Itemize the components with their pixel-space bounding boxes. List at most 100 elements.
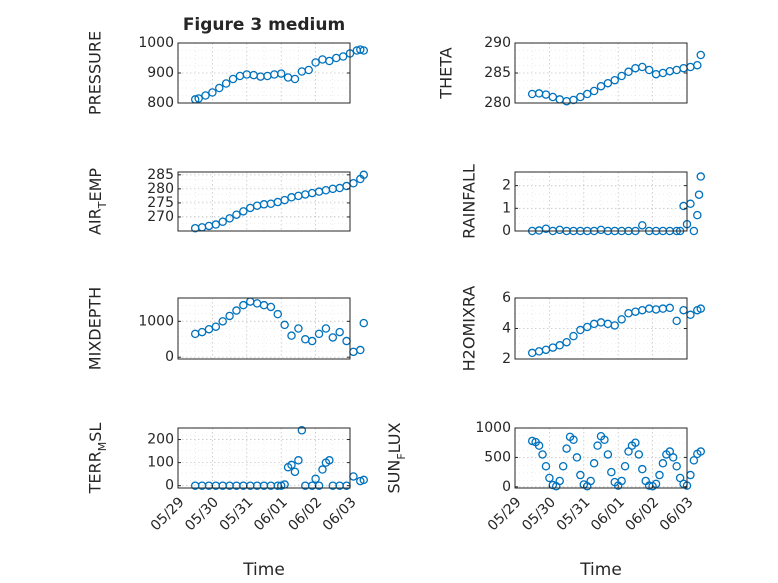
data-point [328, 333, 338, 342]
data-point [631, 438, 640, 447]
y-axis-label: RAINFALL [460, 164, 479, 239]
data-point [672, 316, 681, 326]
data-point [208, 88, 217, 97]
data-point [538, 450, 547, 459]
y-tick-label: 280 [147, 181, 174, 197]
data-point [232, 210, 241, 219]
data-point [644, 65, 654, 75]
y-tick-label: 1000 [138, 313, 174, 329]
data-point [638, 221, 647, 230]
data-point [211, 220, 221, 229]
data-point [600, 435, 609, 445]
data-point [266, 302, 276, 312]
data-point [221, 79, 231, 88]
data-point [311, 58, 320, 67]
data-point [311, 474, 320, 484]
data-point [696, 304, 706, 313]
y-axis-label: AIRTEMP [86, 168, 109, 235]
y-tick-label: 900 [147, 65, 174, 81]
data-point [287, 331, 296, 340]
data-point [359, 318, 369, 328]
plot-area [515, 298, 687, 359]
y-tick-label: 0 [165, 478, 174, 494]
data-point [541, 461, 551, 471]
axes-frame [177, 297, 351, 360]
y-tick-label: 0 [502, 479, 511, 495]
data-point [290, 74, 300, 84]
data-point [610, 321, 620, 330]
data-point [610, 75, 620, 85]
data-point [617, 476, 626, 486]
data-point [569, 95, 578, 105]
data-point [596, 81, 606, 91]
y-tick-label: 2 [502, 351, 511, 367]
data-point [569, 435, 578, 445]
data-point [338, 52, 348, 61]
y-tick-label: 290 [484, 35, 511, 51]
data-point [562, 444, 571, 453]
y-tick-label: 0 [165, 349, 174, 365]
data-point [620, 461, 630, 471]
data-point [545, 473, 554, 483]
data-point [638, 62, 647, 72]
data-point [225, 214, 234, 223]
data-point [534, 441, 544, 450]
data-point [589, 86, 599, 96]
axes-frame [514, 171, 688, 232]
data-point [576, 92, 585, 102]
y-axis-label: H2OMIXRA [460, 286, 479, 372]
y-tick-label: 500 [484, 449, 511, 465]
data-point [582, 322, 592, 332]
data-point [672, 461, 681, 471]
data-point [225, 311, 234, 321]
y-tick-label: 280 [484, 95, 511, 111]
data-point [218, 217, 227, 226]
data-point [359, 46, 369, 55]
y-axis-label: MIXDEPTH [86, 287, 105, 370]
data-point [194, 94, 203, 103]
data-point [593, 441, 602, 450]
x-axis-label: Time [579, 560, 622, 580]
data-point [651, 479, 661, 489]
data-point [696, 50, 706, 60]
y-axis-label: SUNFLUX [385, 422, 408, 493]
subplot-h2omixra: 2 4 6 H2OMIXRA [460, 286, 706, 372]
y-tick-label: 2 [502, 178, 511, 194]
data-point [589, 459, 599, 468]
data-point [555, 476, 564, 486]
data-point [318, 465, 327, 474]
data-point [356, 345, 365, 355]
data-point [294, 324, 303, 333]
data-point [232, 306, 241, 315]
y-tick-label: 1 [502, 200, 511, 216]
data-point [693, 210, 702, 220]
axes-frame [514, 427, 688, 489]
data-point [624, 67, 633, 77]
data-point [307, 336, 317, 346]
data-point [572, 453, 582, 462]
data-point [694, 190, 704, 199]
data-point [228, 74, 238, 84]
y-tick-label: 800 [147, 95, 174, 111]
y-tick-label: 6 [502, 290, 511, 306]
y-tick-label: 200 [147, 432, 174, 448]
data-point [294, 456, 303, 465]
data-point [689, 456, 699, 465]
data-point [359, 475, 369, 485]
data-point [276, 69, 286, 78]
data-point [321, 324, 331, 333]
data-point [314, 329, 324, 339]
data-point [569, 331, 578, 341]
axes-frame [177, 427, 351, 489]
y-tick-label: 4 [502, 321, 511, 337]
y-tick-label: 285 [147, 167, 174, 183]
data-point [558, 461, 568, 471]
data-point [201, 91, 210, 100]
data-point [658, 459, 668, 468]
y-tick-label: 100 [147, 455, 174, 471]
data-point [696, 172, 706, 181]
data-point [576, 470, 585, 480]
subplot-rainfall: 0 1 2 RAINFALL [460, 164, 706, 239]
data-point [280, 195, 289, 205]
y-tick-label: 275 [147, 195, 174, 211]
